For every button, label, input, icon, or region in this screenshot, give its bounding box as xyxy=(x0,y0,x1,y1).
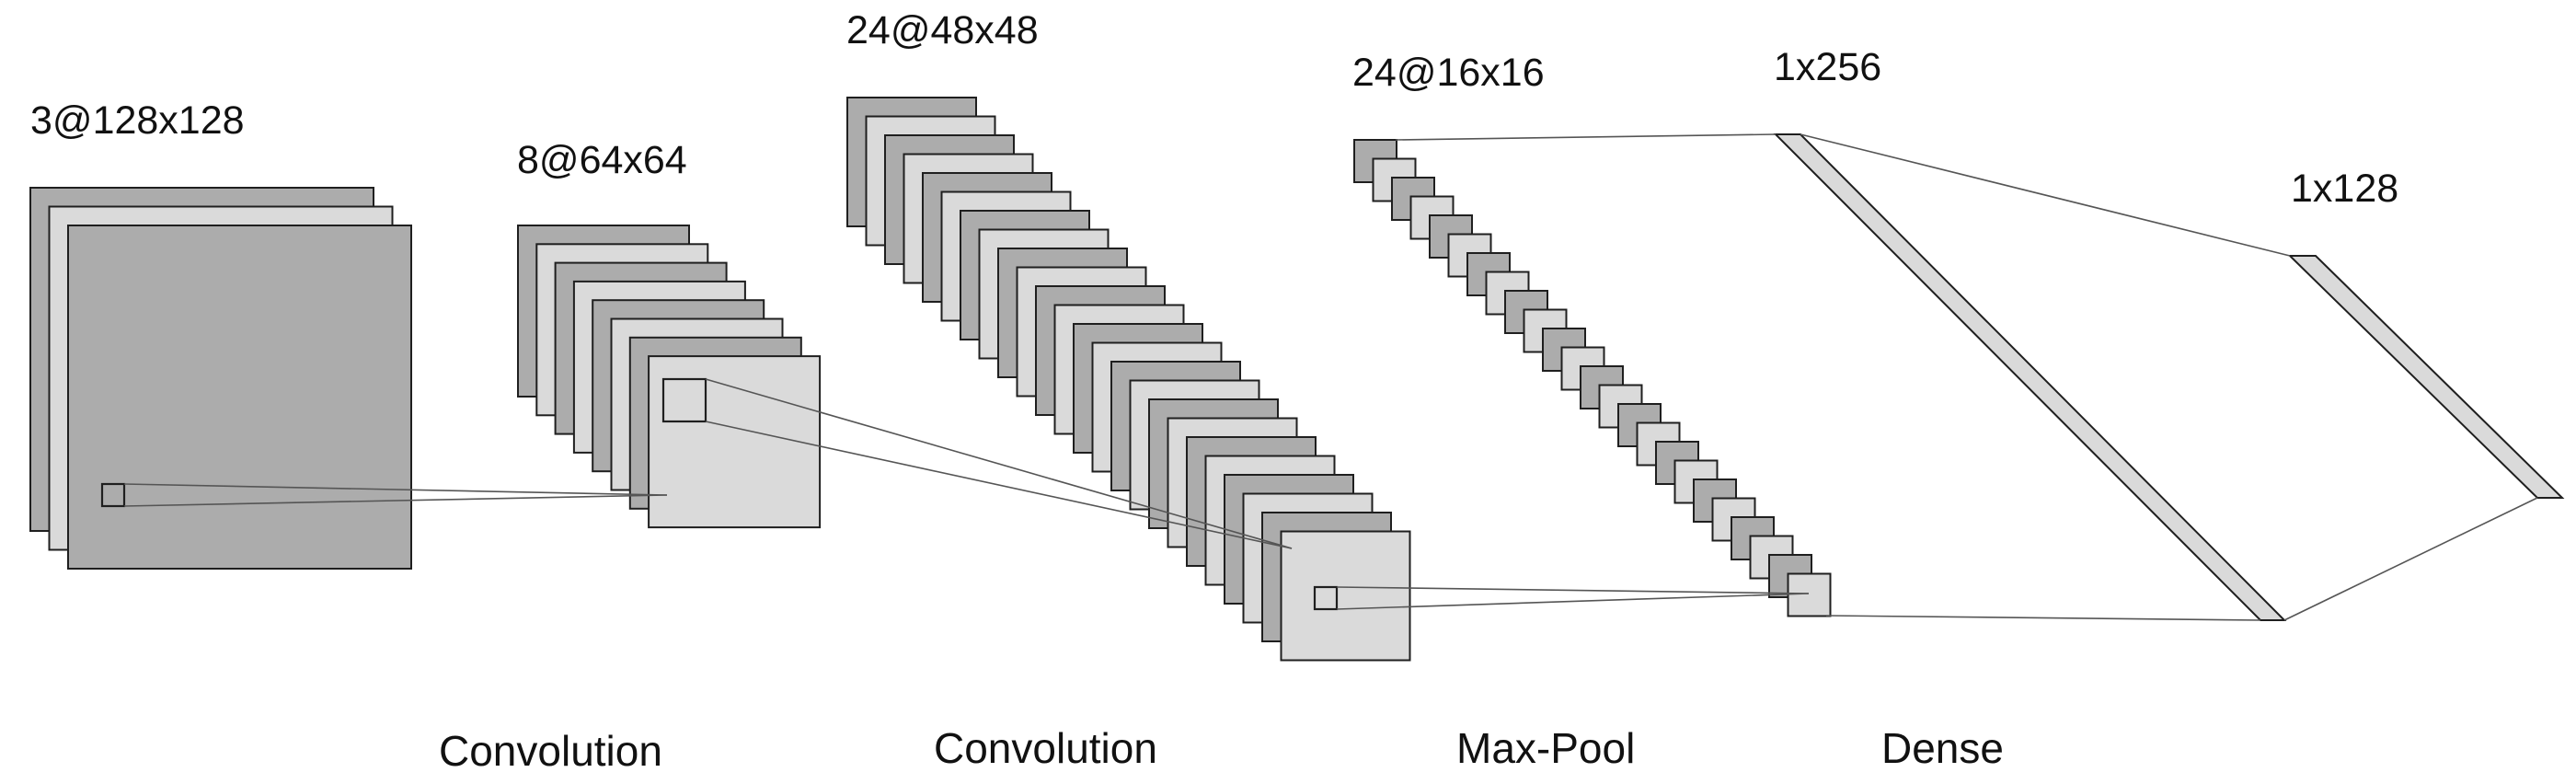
layer-label-dense1: 1x256 xyxy=(1774,45,1881,89)
dense2-vector xyxy=(2287,255,2565,499)
conv1-feature-map xyxy=(648,355,822,529)
connector-line xyxy=(705,378,1293,549)
conv2-feature-map xyxy=(1280,530,1411,662)
connector-line xyxy=(1825,615,2261,621)
connector-line xyxy=(1336,593,1810,610)
connector-line xyxy=(123,494,668,507)
layer-label-input: 3@128x128 xyxy=(30,98,245,143)
kernel-window-conv2 xyxy=(1313,585,1339,611)
layer-label-conv1: 8@64x64 xyxy=(517,138,687,182)
input-layer xyxy=(29,187,412,570)
kernel-window-conv1 xyxy=(661,377,707,423)
connector-line xyxy=(1336,586,1810,594)
layer-label-pool: 24@16x16 xyxy=(1352,51,1545,95)
connector-line xyxy=(123,483,668,496)
input-feature-map xyxy=(67,225,412,570)
connector-line xyxy=(1800,133,2291,257)
layer-label-dense2: 1x128 xyxy=(2291,167,2398,211)
conv2-layer xyxy=(846,97,1411,662)
dense-layers xyxy=(1773,133,2565,621)
conv1-layer xyxy=(517,225,822,529)
layer-label-conv2: 24@48x48 xyxy=(846,8,1039,52)
connector-line xyxy=(1395,133,1777,141)
dense1-vector xyxy=(1773,133,2287,621)
kernel-window-input xyxy=(100,482,126,508)
operation-label-conv1: Convolution xyxy=(439,727,662,775)
connector-line xyxy=(2283,497,2538,621)
connections xyxy=(100,133,2538,621)
operation-label-dense: Dense xyxy=(1881,724,2004,772)
operation-label-conv2: Convolution xyxy=(934,724,1157,772)
pool-feature-map xyxy=(1787,572,1832,617)
operation-label-maxpool: Max-Pool xyxy=(1456,724,1635,772)
pool-layer xyxy=(1353,139,1832,617)
connector-line xyxy=(705,421,1293,549)
